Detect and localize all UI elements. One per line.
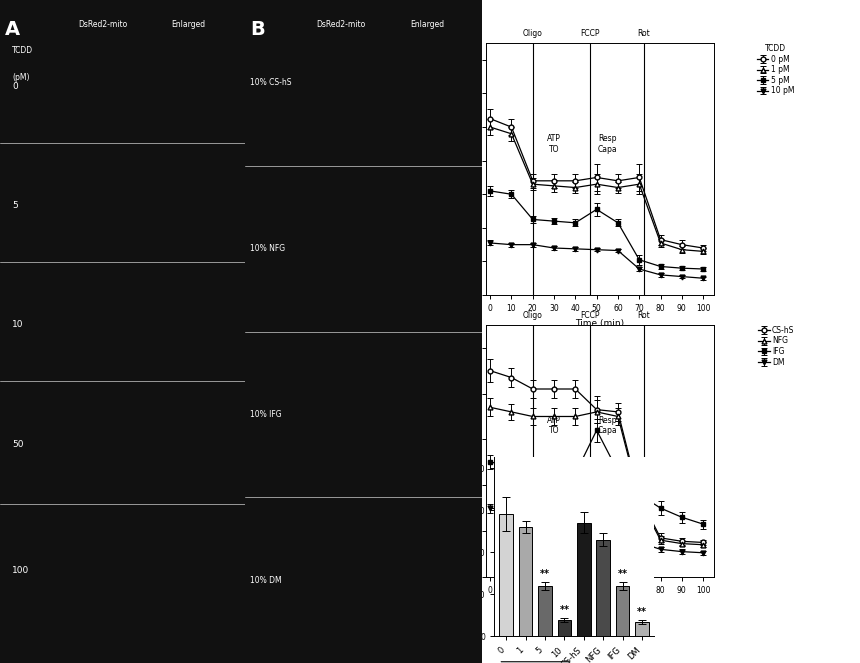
Text: 10: 10 [12, 320, 24, 330]
Bar [577, 522, 591, 636]
Text: Enlarged: Enlarged [411, 20, 445, 29]
Text: **: ** [420, 575, 430, 586]
Text: Resp
Capa: Resp Capa [598, 134, 617, 154]
Text: Rot: Rot [637, 311, 650, 320]
Legend: 0 pM, 1 pM, 5 pM, 10 pM: 0 pM, 1 pM, 5 pM, 10 pM [755, 42, 796, 97]
Text: FCCP: FCCP [580, 29, 600, 38]
Text: DsRed2-mito: DsRed2-mito [78, 20, 127, 29]
Bar [438, 620, 451, 636]
Text: **: ** [559, 605, 569, 615]
Text: **: ** [637, 607, 647, 617]
Text: **: ** [540, 570, 550, 579]
Bar [500, 514, 513, 636]
Text: 0: 0 [12, 82, 18, 91]
Text: **: ** [342, 580, 352, 590]
Bar [418, 593, 432, 636]
Text: **: ** [439, 605, 449, 615]
Text: 10% NFG: 10% NFG [249, 244, 285, 253]
Text: 10% CS-hS: 10% CS-hS [249, 78, 292, 88]
Text: D: D [436, 300, 452, 319]
Bar [359, 623, 373, 636]
Text: 10% IFG: 10% IFG [249, 410, 281, 419]
Bar [616, 586, 630, 636]
Bar [519, 527, 532, 636]
Y-axis label: Respiratory Capacity
(pmoles/min): Respiratory Capacity (pmoles/min) [445, 503, 465, 591]
Text: FCCP: FCCP [580, 311, 600, 320]
Text: A: A [5, 20, 20, 39]
Legend: CS-hS, NFG, IFG, DM: CS-hS, NFG, IFG, DM [756, 324, 796, 369]
Text: F: F [434, 440, 447, 459]
Text: 5: 5 [12, 201, 18, 210]
Bar [379, 551, 393, 636]
Text: ATP
TO: ATP TO [547, 416, 561, 436]
Bar [302, 505, 315, 636]
Text: C: C [436, 18, 450, 37]
Y-axis label: ATP turnover rate
(pmoles/min): ATP turnover rate (pmoles/min) [248, 510, 267, 584]
Y-axis label: OCR (pmoles/min): OCR (pmoles/min) [443, 412, 452, 489]
Bar [596, 540, 610, 636]
Text: ATP
TO: ATP TO [547, 134, 561, 154]
Text: Rot: Rot [637, 29, 650, 38]
Y-axis label: OCR ( pmoles/min): OCR ( pmoles/min) [443, 129, 452, 209]
Text: 100: 100 [12, 566, 29, 575]
Text: **: ** [361, 607, 372, 617]
Text: B: B [249, 20, 265, 39]
Bar [398, 554, 412, 636]
Text: DsRed2-mito: DsRed2-mito [316, 20, 366, 29]
X-axis label: Time (min): Time (min) [575, 319, 624, 328]
Bar [636, 622, 648, 636]
Text: TCDD: TCDD [12, 46, 34, 56]
Text: E: E [237, 440, 249, 459]
Bar [538, 586, 552, 636]
Bar [341, 597, 354, 636]
Text: Oligo: Oligo [523, 29, 543, 38]
Text: 50: 50 [12, 440, 24, 449]
X-axis label: Time (min): Time (min) [575, 601, 624, 609]
Text: Oligo: Oligo [523, 311, 543, 320]
Text: Enlarged: Enlarged [171, 20, 206, 29]
Text: (pM): (pM) [12, 73, 30, 82]
Text: 10% DM: 10% DM [249, 575, 281, 585]
Text: Resp
Capa: Resp Capa [598, 416, 617, 436]
Text: **: ** [617, 570, 628, 579]
Bar [321, 546, 335, 636]
Bar [557, 620, 571, 636]
